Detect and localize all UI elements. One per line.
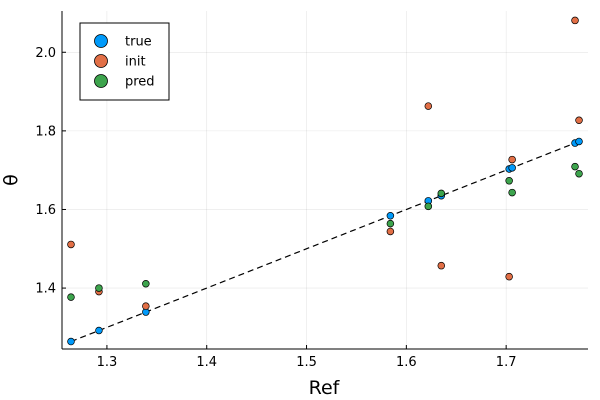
y-axis-label: θ bbox=[0, 174, 22, 186]
legend-label-true: true bbox=[125, 35, 152, 50]
data-point-init bbox=[508, 155, 516, 164]
x-axis-label: Ref bbox=[309, 377, 341, 399]
data-point-pred bbox=[508, 188, 516, 197]
data-point-init bbox=[575, 116, 583, 125]
data-point-true bbox=[67, 337, 75, 346]
data-point-init bbox=[571, 16, 579, 25]
x-tick-label: 1.6 bbox=[396, 355, 417, 370]
y-tick-label: 1.6 bbox=[35, 203, 56, 218]
data-point-pred bbox=[571, 162, 579, 171]
data-point-true bbox=[508, 164, 516, 172]
legend-label-pred: pred bbox=[125, 75, 155, 90]
data-points bbox=[67, 16, 583, 346]
data-point-pred bbox=[67, 293, 75, 301]
data-point-pred bbox=[386, 219, 395, 228]
data-point-true bbox=[95, 326, 103, 335]
data-point-pred bbox=[505, 177, 513, 185]
legend: true init pred bbox=[79, 22, 170, 101]
data-point-true bbox=[386, 212, 395, 220]
legend-marker-true bbox=[94, 34, 108, 48]
data-point-true bbox=[575, 137, 583, 146]
tick-labels: 1.3 1.4 1.5 1.6 1.7 1.4 1.6 1.8 2.0 bbox=[35, 46, 516, 370]
y-tick-label: 1.8 bbox=[35, 124, 56, 139]
data-point-pred bbox=[575, 169, 583, 178]
data-point-init bbox=[142, 302, 150, 310]
x-tick-label: 1.3 bbox=[97, 355, 118, 370]
data-point-pred bbox=[424, 202, 433, 211]
legend-marker-pred bbox=[94, 74, 108, 88]
data-point-pred bbox=[437, 189, 446, 198]
y-tick-label: 1.4 bbox=[35, 282, 56, 297]
reference-line bbox=[70, 140, 580, 343]
x-tick-label: 1.5 bbox=[296, 355, 317, 370]
x-tick-label: 1.7 bbox=[496, 355, 517, 370]
y-tick-label: 2.0 bbox=[35, 46, 56, 61]
x-tick-label: 1.4 bbox=[196, 355, 217, 370]
axes bbox=[61, 11, 588, 350]
data-point-init bbox=[437, 261, 446, 270]
data-point-init bbox=[386, 227, 395, 236]
data-point-init bbox=[505, 272, 513, 281]
legend-marker-init bbox=[94, 54, 108, 68]
data-point-pred bbox=[95, 284, 103, 292]
data-point-init bbox=[67, 240, 75, 249]
data-point-pred bbox=[142, 280, 150, 288]
identity-line bbox=[70, 140, 580, 343]
data-point-init bbox=[424, 102, 433, 110]
legend-label-init: init bbox=[125, 55, 146, 70]
